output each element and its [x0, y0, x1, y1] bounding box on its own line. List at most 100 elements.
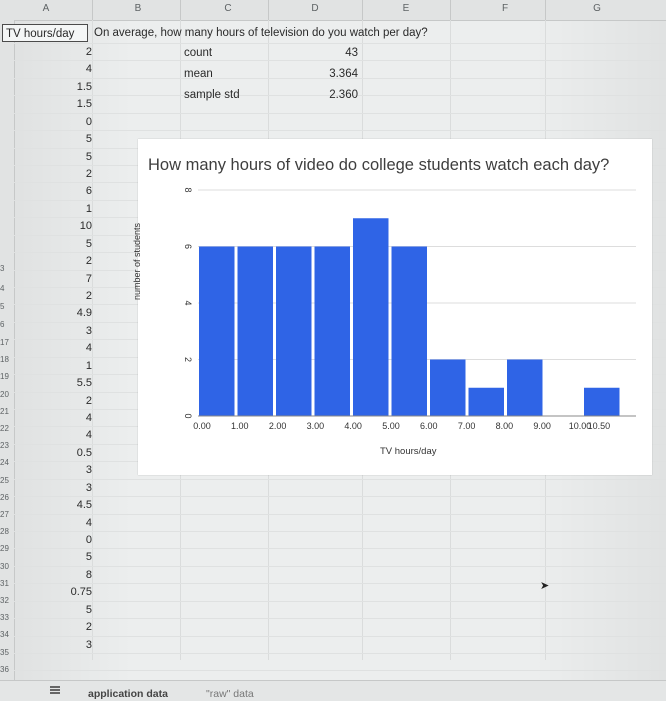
cell-tv-hours[interactable]: 3	[85, 481, 92, 494]
cell-tv-hours[interactable]: 4	[85, 516, 92, 529]
cell-tv-hours[interactable]: 4.5	[76, 499, 92, 512]
mouse-cursor-icon: ➤	[540, 580, 550, 592]
row-number[interactable]: 35	[0, 647, 9, 657]
stat-value-count[interactable]: 43	[345, 47, 358, 59]
row-number[interactable]: 18	[0, 355, 9, 365]
cell-tv-hours[interactable]: 2	[85, 255, 92, 268]
grid-line	[14, 565, 666, 567]
cell-tv-hours[interactable]: 4	[85, 63, 92, 76]
grid-line	[14, 130, 666, 132]
column-divider	[362, 0, 363, 20]
column-header-g[interactable]: G	[593, 3, 601, 14]
cell-a1-header[interactable]: TV hours/day	[2, 24, 88, 42]
sheet-tab-bar	[0, 680, 666, 701]
cell-tv-hours[interactable]: 1	[85, 202, 92, 215]
histogram-chart[interactable]	[138, 139, 652, 475]
grid-line	[14, 600, 666, 602]
row-header-bar	[0, 20, 15, 700]
row-number[interactable]: 31	[0, 578, 9, 588]
cell-b1-question[interactable]: On average, how many hours of television…	[94, 27, 428, 39]
grid-line	[14, 548, 666, 550]
cell-tv-hours[interactable]: 5	[85, 237, 92, 250]
grid-line	[14, 43, 666, 44]
column-divider	[268, 0, 269, 20]
cell-tv-hours[interactable]: 2	[85, 168, 92, 180]
row-number[interactable]: 19	[0, 372, 9, 382]
row-number[interactable]: 30	[0, 561, 9, 571]
column-header-e[interactable]: E	[402, 3, 410, 14]
cell-tv-hours[interactable]: 0.75	[70, 586, 92, 599]
cell-tv-hours[interactable]: 4	[85, 429, 92, 442]
cell-tv-hours[interactable]: 7	[85, 272, 92, 285]
row-number[interactable]: 27	[0, 510, 9, 519]
cell-tv-hours[interactable]: 1.5	[76, 80, 92, 93]
cell-tv-hours[interactable]: 0	[85, 115, 92, 128]
cell-tv-hours[interactable]: 3	[85, 324, 92, 337]
column-header-c[interactable]: C	[224, 3, 232, 14]
cell-tv-hours[interactable]: 10	[79, 220, 92, 233]
sheet-tab-raw-data[interactable]: "raw" data	[206, 688, 254, 700]
row-number[interactable]: 28	[0, 527, 9, 537]
column-divider	[92, 0, 93, 20]
grid-line	[14, 531, 666, 533]
row-number[interactable]: 22	[0, 424, 9, 433]
column-header-d[interactable]: D	[311, 3, 319, 14]
cell-tv-hours[interactable]: 2	[85, 290, 92, 303]
grid-line	[14, 95, 666, 97]
y-axis-label: number of students	[132, 222, 142, 300]
stat-label-std[interactable]: sample std	[184, 89, 240, 101]
row-number[interactable]: 5	[0, 302, 5, 311]
row-number[interactable]: 17	[0, 338, 9, 347]
stat-value-mean[interactable]: 3.364	[329, 68, 358, 80]
cell-tv-hours[interactable]: 5	[85, 603, 92, 616]
stat-label-mean[interactable]: mean	[184, 68, 213, 80]
row-number[interactable]: 23	[0, 441, 9, 451]
cell-tv-hours[interactable]: 2	[85, 46, 92, 58]
row-number[interactable]: 33	[0, 613, 9, 623]
column-header-f[interactable]: F	[501, 3, 509, 14]
grid-line	[14, 583, 666, 585]
cell-tv-hours[interactable]: 0.5	[76, 446, 92, 459]
stat-label-count[interactable]: count	[184, 47, 213, 59]
column-header-bar: A B C D E F G	[0, 0, 666, 21]
column-divider	[545, 0, 546, 20]
grid-line	[14, 653, 666, 655]
cell-tv-hours[interactable]: 0	[85, 534, 92, 547]
grid-line	[14, 635, 666, 637]
row-number[interactable]: 21	[0, 406, 9, 416]
cell-tv-hours[interactable]: 3	[85, 638, 92, 651]
cell-tv-hours[interactable]: 6	[85, 185, 92, 198]
cell-tv-hours[interactable]: 4.9	[76, 307, 92, 320]
cell-tv-hours[interactable]: 1.5	[76, 98, 92, 111]
row-number[interactable]: 20	[0, 389, 9, 399]
row-number[interactable]: 6	[0, 320, 5, 329]
row-number[interactable]: 4	[0, 284, 5, 293]
cell-tv-hours[interactable]: 5	[85, 150, 92, 163]
column-header-b[interactable]: B	[134, 3, 142, 14]
row-number[interactable]: 36	[0, 664, 9, 674]
sheet-tab-application-data[interactable]: application data	[88, 688, 168, 700]
column-header-a[interactable]: A	[42, 3, 50, 14]
row-number[interactable]: 34	[0, 630, 9, 640]
grid-line	[14, 670, 666, 672]
cell-tv-hours[interactable]: 8	[85, 568, 92, 581]
x-axis-label: TV hours/day	[380, 446, 437, 457]
row-number[interactable]: 3	[0, 264, 5, 273]
row-number[interactable]: 25	[0, 475, 9, 485]
cell-tv-hours[interactable]: 5.5	[76, 377, 92, 390]
row-number[interactable]: 26	[0, 492, 9, 502]
grid-line	[14, 77, 666, 79]
cell-tv-hours[interactable]: 4	[85, 342, 92, 355]
cell-tv-hours[interactable]: 5	[85, 133, 92, 146]
cell-tv-hours[interactable]: 2	[85, 621, 92, 634]
stat-value-std[interactable]: 2.360	[329, 89, 358, 101]
row-number[interactable]: 24	[0, 458, 9, 468]
cell-tv-hours[interactable]: 3	[85, 464, 92, 477]
row-number[interactable]: 32	[0, 596, 9, 605]
cell-tv-hours[interactable]: 4	[85, 412, 92, 425]
cell-tv-hours[interactable]: 5	[85, 551, 92, 564]
all-sheets-menu-icon[interactable]	[50, 686, 60, 694]
cell-tv-hours[interactable]: 1	[85, 359, 92, 372]
cell-tv-hours[interactable]: 2	[85, 394, 92, 407]
row-number[interactable]: 29	[0, 544, 9, 554]
